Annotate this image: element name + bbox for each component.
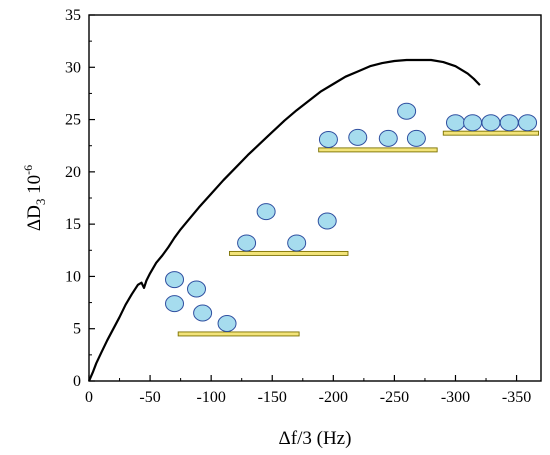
x-tick-label: -50: [139, 389, 160, 406]
particle-circle: [187, 280, 207, 298]
particle-circle: [256, 203, 276, 221]
x-tick-label: -150: [258, 389, 287, 406]
y-tick-label: 30: [65, 59, 81, 76]
substrate-bar: [229, 250, 349, 256]
particle-circle: [518, 114, 538, 132]
y-axis-title: ΔD3 10-6: [21, 165, 48, 231]
y-tick-label: 35: [65, 7, 81, 24]
particle-group: [318, 102, 438, 153]
x-tick-label: -350: [502, 389, 531, 406]
data-series: [87, 58, 481, 382]
x-tick-label: -100: [196, 389, 225, 406]
particle-circle: [318, 130, 338, 148]
y-tick-label: 0: [73, 373, 81, 390]
particle-circle: [378, 129, 398, 147]
particle-circle: [406, 129, 426, 147]
substrate-bar: [318, 147, 438, 153]
particle-circle: [481, 114, 501, 132]
particle-circle: [445, 114, 465, 132]
y-axis-ticks: 0 5 10 15 20 25 30 35: [65, 7, 95, 390]
y-axis-title-exponent: -6: [21, 165, 35, 175]
particle-group: [165, 271, 300, 337]
y-tick-label: 15: [65, 216, 81, 233]
schematic-annotations: [165, 102, 540, 337]
x-axis-title: Δf/3 (Hz): [279, 428, 352, 449]
x-tick-label: -200: [319, 389, 348, 406]
plot-frame: [88, 14, 542, 382]
particle-circle: [237, 234, 257, 252]
particle-circle: [317, 212, 337, 230]
y-tick-label: 25: [65, 112, 81, 129]
particle-circle: [348, 128, 368, 146]
particle-circle: [165, 271, 185, 289]
y-tick-label: 10: [65, 268, 81, 285]
x-tick-label: -250: [380, 389, 409, 406]
y-tick-label: 20: [65, 164, 81, 181]
x-tick-label: 0: [85, 389, 93, 406]
particle-circle: [193, 304, 213, 322]
y-axis-title-subscript: 3: [33, 199, 48, 206]
particle-circle: [165, 295, 185, 313]
y-tick-label: 5: [73, 321, 81, 338]
particle-circle: [463, 114, 483, 132]
substrate-bar: [177, 331, 300, 337]
series-line: [87, 58, 481, 382]
particle-circle: [397, 102, 417, 120]
y-axis-title-main: ΔD: [24, 205, 45, 231]
particle-circle: [499, 114, 519, 132]
particle-group: [442, 114, 540, 136]
substrate-bar: [442, 130, 540, 136]
x-tick-label: -300: [441, 389, 470, 406]
x-axis-ticks: 0 -50 -100 -150 -200 -250 -300 -350: [85, 375, 531, 406]
particle-circle: [217, 314, 237, 332]
y-axis-title-multiplier: 10: [24, 175, 45, 199]
particle-group: [229, 203, 349, 256]
particle-circle: [287, 234, 307, 252]
